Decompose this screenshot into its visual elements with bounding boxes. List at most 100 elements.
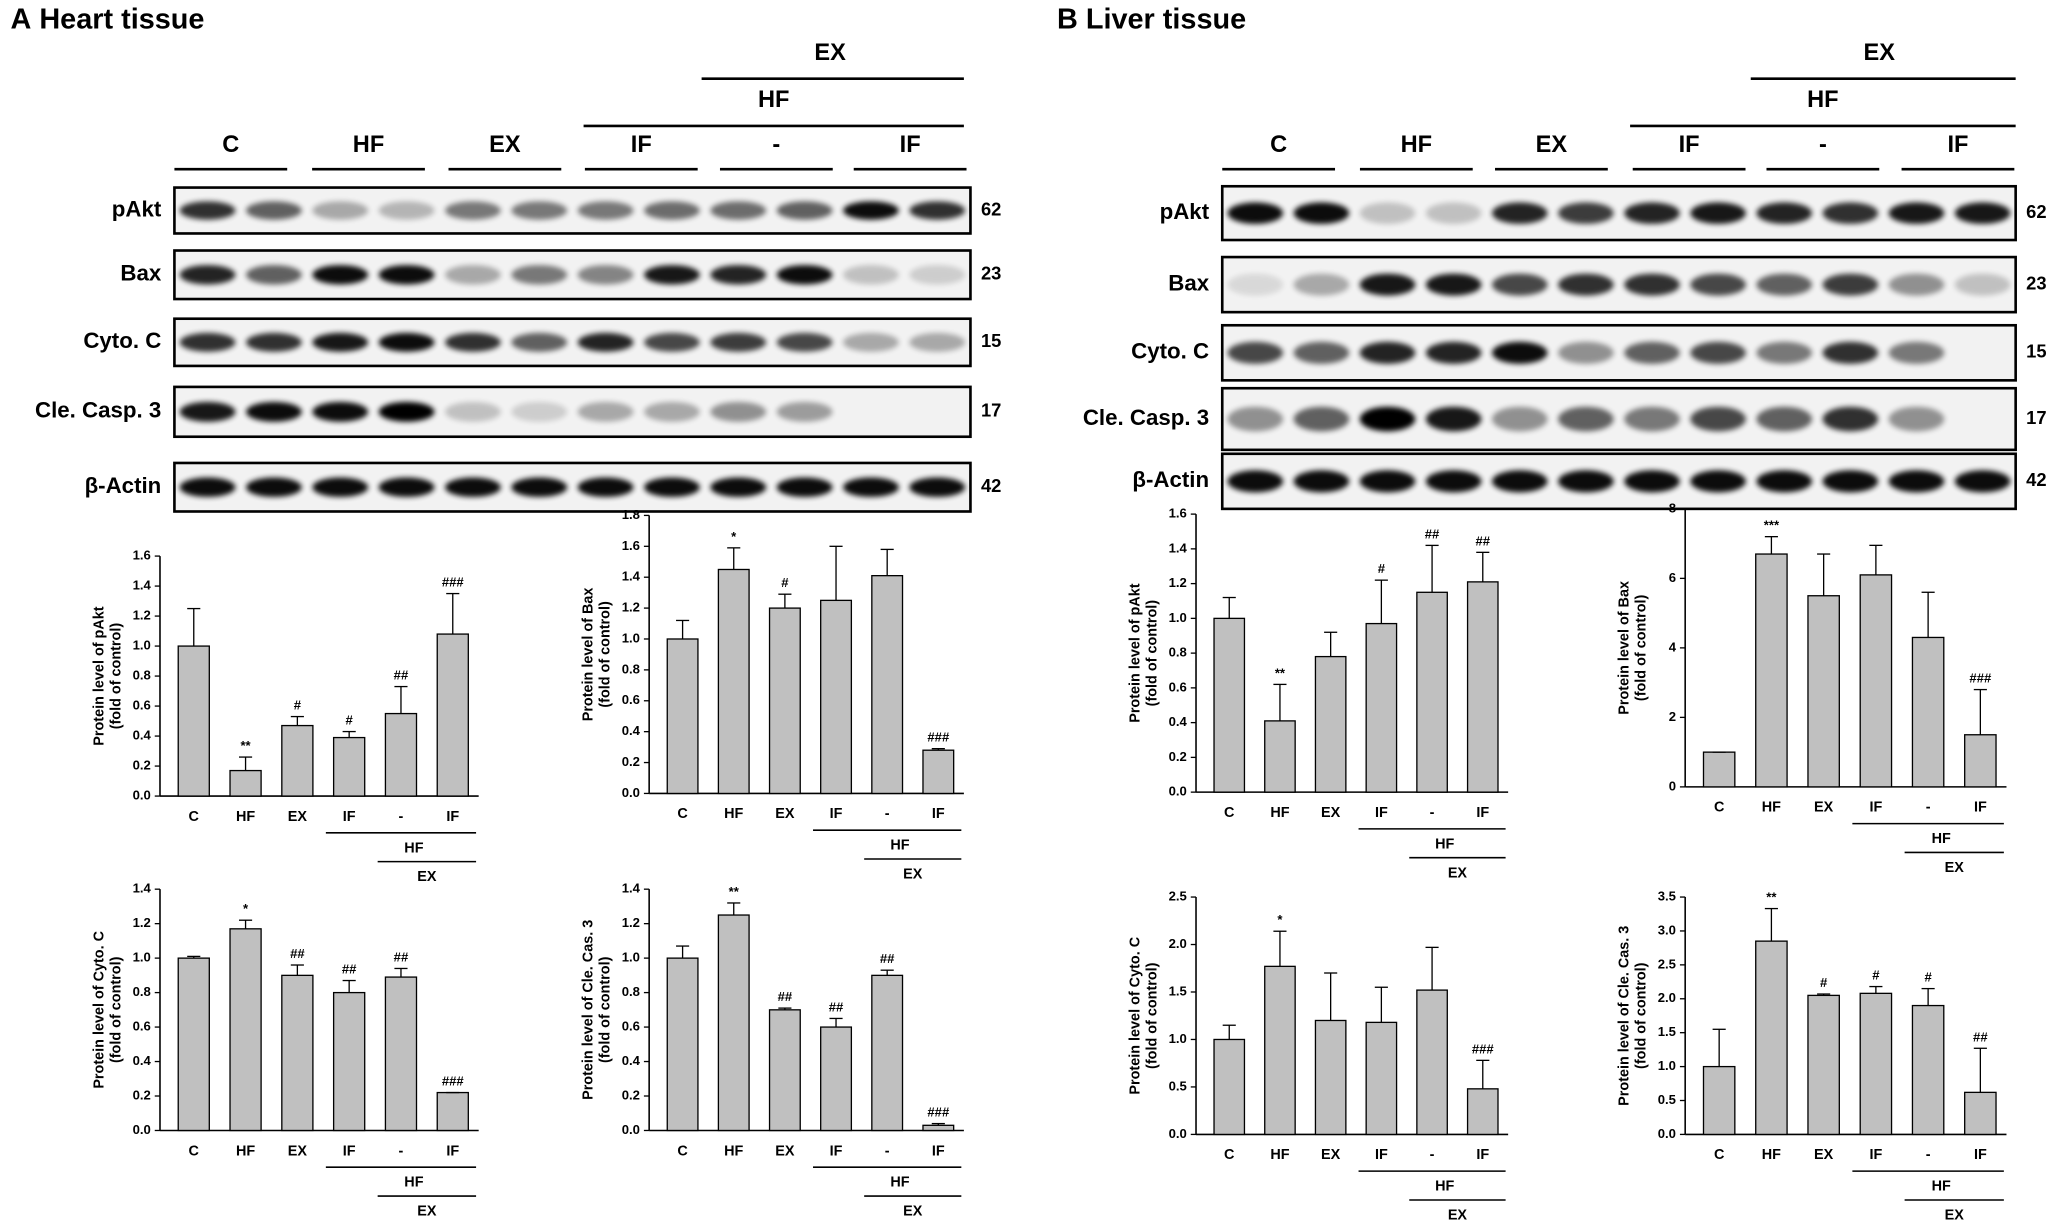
blot-frame bbox=[1220, 184, 2017, 242]
blot-band bbox=[179, 401, 236, 422]
blot-band bbox=[843, 477, 899, 497]
significance-mark: ## bbox=[290, 946, 305, 961]
group-label: HF bbox=[1932, 831, 1951, 847]
bar bbox=[177, 957, 210, 1132]
blot-band bbox=[378, 477, 435, 497]
y-tick-label: 2.5 bbox=[1658, 956, 1676, 971]
y-tick-label: 0.0 bbox=[133, 1122, 151, 1137]
y-tick-label: 0.8 bbox=[622, 661, 640, 676]
x-tick-label: HF bbox=[724, 806, 743, 822]
bar bbox=[1213, 617, 1246, 793]
blot-band bbox=[1756, 202, 1813, 224]
y-tick-label: 1.0 bbox=[133, 638, 151, 653]
x-tick-label: - bbox=[399, 1143, 404, 1159]
blot-band bbox=[1558, 341, 1614, 364]
blot-band bbox=[1558, 406, 1614, 432]
blot-band bbox=[1492, 273, 1548, 296]
x-tick-label: EX bbox=[775, 806, 795, 822]
blot-row-label: Cyto. C bbox=[83, 328, 161, 353]
bar bbox=[1859, 574, 1893, 788]
x-tick-label: HF bbox=[236, 809, 255, 825]
blot-band bbox=[1359, 470, 1416, 493]
y-tick-label: 0.6 bbox=[622, 1019, 640, 1034]
blot-band bbox=[1425, 406, 1482, 432]
y-tick-label: 0.8 bbox=[622, 984, 640, 999]
group-label: HF bbox=[1401, 132, 1432, 158]
x-tick-label: - bbox=[1926, 800, 1931, 816]
x-tick-label: EX bbox=[1321, 1147, 1341, 1163]
blot-band bbox=[378, 332, 435, 352]
significance-mark: # bbox=[781, 575, 789, 590]
bar bbox=[1702, 751, 1736, 788]
y-axis-label: (fold of control) bbox=[1145, 962, 1161, 1069]
blot-band bbox=[710, 332, 767, 352]
blot-band bbox=[1293, 406, 1350, 432]
y-axis-label: Protein level of pAkt bbox=[91, 606, 107, 745]
bar bbox=[717, 914, 750, 1132]
blot-band bbox=[909, 201, 966, 220]
group-label: IF bbox=[631, 132, 652, 158]
panel-title: Heart tissue bbox=[39, 4, 204, 36]
x-tick-label: - bbox=[399, 809, 404, 825]
blot-band bbox=[577, 332, 634, 352]
y-tick-label: 0.8 bbox=[1169, 645, 1187, 660]
significance-mark: ** bbox=[240, 738, 251, 753]
bar bbox=[666, 957, 699, 1132]
blot-band bbox=[776, 201, 833, 220]
x-tick-label: IF bbox=[1375, 1147, 1388, 1163]
blot-band bbox=[1558, 470, 1614, 493]
y-tick-label: 2 bbox=[1669, 709, 1676, 724]
blot-band bbox=[445, 265, 501, 285]
significance-mark: ### bbox=[1969, 671, 1992, 686]
blot-band bbox=[1558, 273, 1614, 296]
blot-frame bbox=[173, 461, 972, 513]
y-tick-label: 1.0 bbox=[622, 950, 640, 965]
blot-band bbox=[644, 332, 700, 352]
y-axis-label: (fold of control) bbox=[1634, 594, 1650, 701]
blot-band bbox=[1425, 202, 1482, 224]
y-tick-label: 1.6 bbox=[622, 538, 640, 553]
bar bbox=[436, 633, 469, 797]
y-tick-label: 0.4 bbox=[1169, 714, 1188, 729]
significance-mark: # bbox=[346, 713, 354, 728]
bar bbox=[1416, 989, 1448, 1136]
significance-mark: ### bbox=[927, 730, 950, 745]
x-tick-label: C bbox=[1224, 1147, 1235, 1163]
x-tick-label: EX bbox=[1814, 800, 1834, 816]
blot-band bbox=[843, 332, 899, 352]
blot-band bbox=[1624, 202, 1680, 224]
bar bbox=[1911, 636, 1945, 788]
x-tick-label: C bbox=[189, 809, 200, 825]
bar bbox=[1213, 1038, 1246, 1136]
x-tick-label: HF bbox=[1762, 1147, 1781, 1163]
blot-band bbox=[1822, 406, 1879, 432]
x-tick-label: HF bbox=[724, 1143, 743, 1159]
blot-band bbox=[1624, 406, 1680, 432]
blot-band bbox=[1227, 202, 1284, 224]
bar bbox=[768, 1009, 801, 1132]
x-tick-label: IF bbox=[932, 1143, 945, 1159]
group-label: C bbox=[222, 132, 239, 158]
y-tick-label: 0.4 bbox=[622, 1053, 641, 1068]
blot-band bbox=[1492, 406, 1548, 432]
x-tick-label: HF bbox=[1762, 800, 1781, 816]
blot-band bbox=[1425, 341, 1482, 364]
y-tick-label: 1.5 bbox=[1658, 1024, 1676, 1039]
blot-frame bbox=[1220, 452, 2017, 511]
blot-band bbox=[179, 332, 236, 352]
y-tick-label: 0.6 bbox=[622, 692, 640, 707]
blot-frame bbox=[173, 317, 972, 368]
y-axis-label: Protein level of Cyto. C bbox=[91, 930, 107, 1088]
blot-row-label: pAkt bbox=[112, 196, 162, 221]
panel-letter: A bbox=[10, 4, 31, 36]
bar bbox=[820, 1026, 853, 1132]
blot-band bbox=[1756, 406, 1813, 432]
blot-band bbox=[644, 201, 700, 220]
blot-band bbox=[843, 265, 899, 285]
y-axis-label: Protein level of Bax bbox=[1617, 581, 1633, 715]
bar bbox=[1755, 553, 1788, 788]
bar bbox=[922, 1124, 955, 1132]
bar bbox=[1365, 1021, 1398, 1136]
blot-band bbox=[1888, 202, 1945, 224]
